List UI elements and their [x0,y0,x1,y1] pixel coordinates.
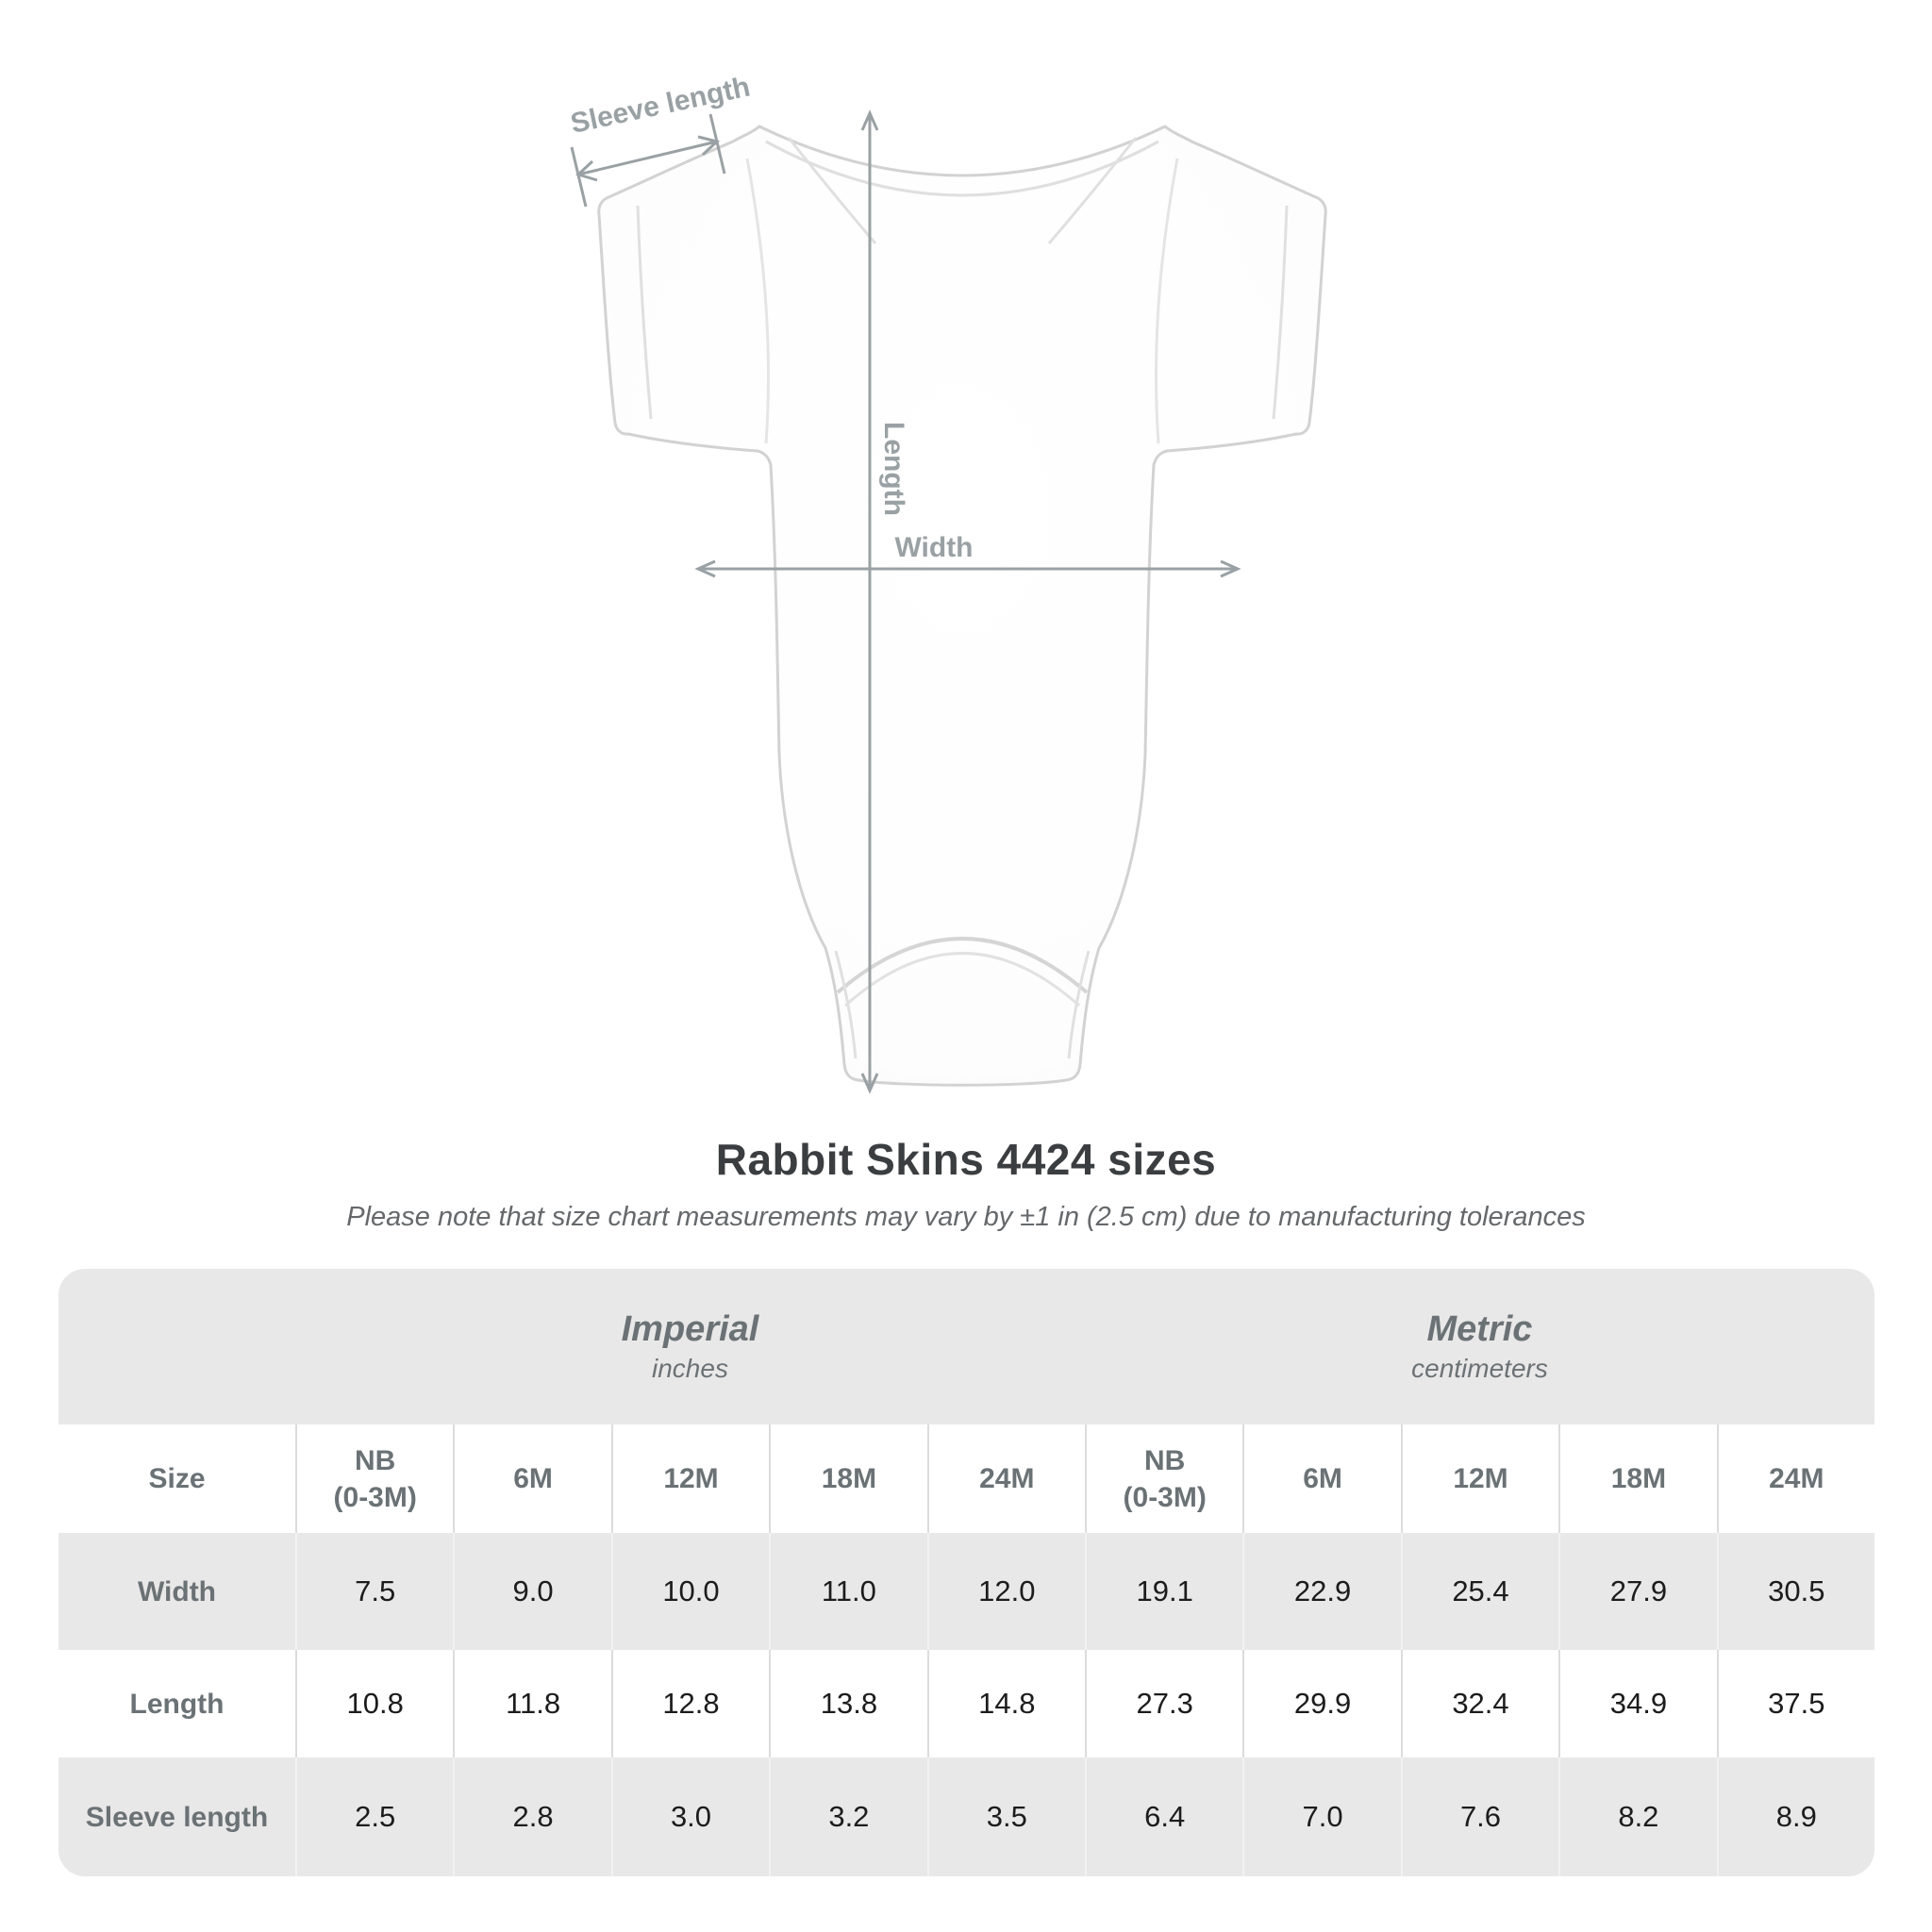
size-corner-header: Size [58,1424,295,1533]
metric-group-name: Metric [1426,1308,1533,1349]
size-value-cell: 8.9 [1716,1757,1874,1876]
size-value-cell: 10.8 [295,1650,454,1757]
size-value-cell: 12.8 [610,1650,770,1757]
size-value-cell: 19.1 [1084,1533,1243,1650]
right-cuff-seam [1272,205,1289,420]
size-value-cell: 6.4 [1084,1757,1243,1876]
length-dimension [860,109,879,1094]
size-value-cell: 27.3 [1084,1650,1243,1757]
chart-title: Rabbit Skins 4424 sizes [715,1135,1217,1184]
size-value-cell: 3.0 [610,1757,770,1876]
column-header: 18M [1558,1424,1717,1533]
imperial-group-unit: inches [652,1354,728,1384]
size-value-cell: 34.9 [1558,1650,1717,1757]
bodysuit-diagram: Sleeve length Length Width [568,71,1327,1094]
size-value-cell: 11.0 [769,1533,927,1650]
width-dimension [694,559,1241,578]
size-value-cell: 14.8 [926,1650,1085,1757]
left-armhole-seam [745,158,770,444]
metric-group-header: Metric centimeters [1084,1269,1874,1424]
length-label: Length [878,422,909,516]
column-header: NB (0-3M) [295,1424,454,1533]
group-header-spacer [58,1269,295,1424]
column-header: 24M [926,1424,1085,1533]
chart-note: Please note that size chart measurements… [346,1202,1586,1232]
left-shoulder-flap-seam [787,137,877,244]
column-header: 6M [453,1424,611,1533]
size-table: Imperial inches Metric centimeters Size … [58,1269,1874,1876]
size-value-cell: 3.2 [769,1757,927,1876]
size-value-cell: 37.5 [1716,1650,1874,1757]
column-header: 6M [1242,1424,1401,1533]
size-value-cell: 32.4 [1400,1650,1559,1757]
size-value-cell: 12.0 [926,1533,1085,1650]
column-header: 18M [769,1424,927,1533]
size-value-cell: 7.5 [295,1533,454,1650]
size-value-cell: 30.5 [1716,1533,1874,1650]
size-value-cell: 10.0 [610,1533,770,1650]
left-cuff-seam [636,205,653,420]
size-value-cell: 25.4 [1400,1533,1559,1650]
imperial-group-header: Imperial inches [295,1269,1085,1424]
size-value-cell: 13.8 [769,1650,927,1757]
column-header: 12M [610,1424,770,1533]
size-value-cell: 29.9 [1242,1650,1401,1757]
metric-group-unit: centimeters [1411,1354,1548,1384]
imperial-group-name: Imperial [621,1308,759,1349]
bodysuit-outline [597,125,1327,1087]
crotch-binding-inner [844,952,1080,1008]
row-label: Width [58,1533,295,1650]
size-value-cell: 7.0 [1242,1757,1401,1876]
sleeve-length-dimension [570,113,726,208]
row-label: Sleeve length [58,1757,295,1876]
left-leg-binding [834,950,858,1059]
size-value-cell: 3.5 [926,1757,1085,1876]
right-armhole-seam [1155,158,1179,444]
size-value-cell: 27.9 [1558,1533,1717,1650]
row-label: Length [58,1650,295,1757]
column-header: 24M [1716,1424,1874,1533]
collar-seam [765,140,1159,197]
size-value-cell: 2.5 [295,1757,454,1876]
column-header: 12M [1400,1424,1559,1533]
sleeve-length-label: Sleeve length [568,71,753,139]
right-shoulder-flap-seam [1047,137,1138,244]
size-value-cell: 11.8 [453,1650,611,1757]
size-value-cell: 22.9 [1242,1533,1401,1650]
size-value-cell: 2.8 [453,1757,611,1876]
size-value-cell: 7.6 [1400,1757,1559,1876]
size-value-cell: 9.0 [453,1533,611,1650]
column-header: NB (0-3M) [1084,1424,1243,1533]
right-leg-binding [1067,950,1091,1059]
size-value-cell: 8.2 [1558,1757,1717,1876]
width-label: Width [894,532,973,563]
